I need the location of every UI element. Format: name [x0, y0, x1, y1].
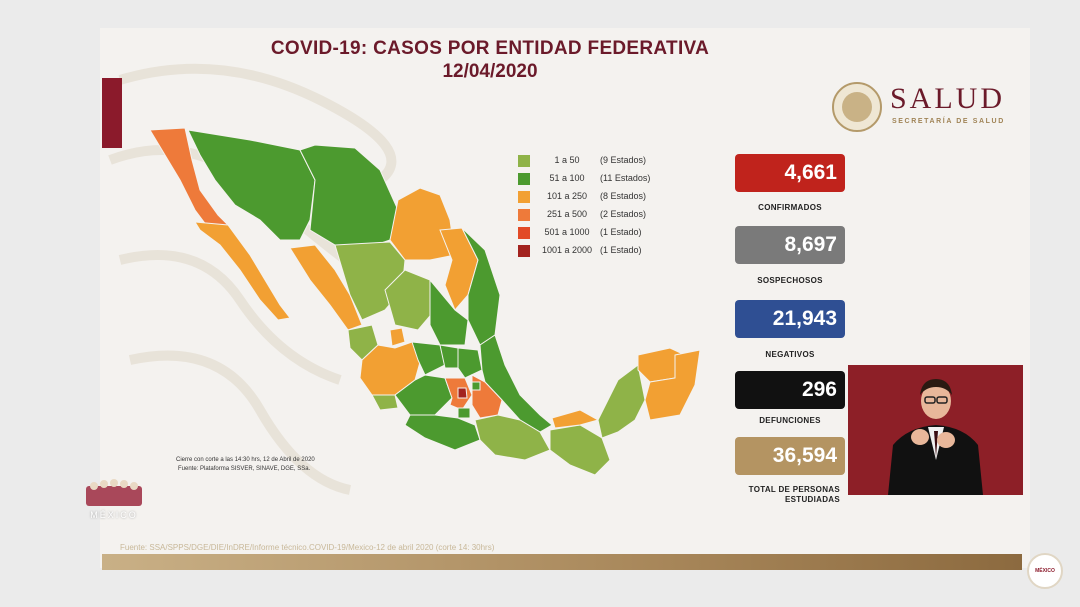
- legend-count: (8 Estados): [600, 191, 647, 201]
- state-chihuahua: [299, 144, 399, 251]
- state-colima: [371, 394, 399, 411]
- legend-swatch: [518, 155, 530, 167]
- bottom-gold-bar: [102, 554, 1022, 570]
- legend-item: 101 a 250 (8 Estados): [518, 190, 678, 204]
- state-campeche: [597, 364, 646, 439]
- mexico-map: [149, 127, 701, 476]
- legend-count: (2 Estados): [600, 209, 647, 219]
- defunciones-label: DEFUNCIONES: [759, 416, 821, 425]
- legend-item: 1001 a 2000 (1 Estado): [518, 244, 678, 258]
- heroes-emblem-icon: [86, 479, 142, 506]
- state-quintana-roo: [644, 349, 701, 421]
- legend-swatch: [518, 245, 530, 257]
- mexico-badge-text: MÉXICO: [1035, 568, 1055, 574]
- legend-range: 501 a 1000: [544, 227, 590, 237]
- negativos-value: 21,943: [735, 300, 845, 338]
- state-sinaloa: [289, 244, 363, 331]
- defunciones-value: 296: [735, 371, 845, 409]
- sospechosos-label: SOSPECHOSOS: [757, 276, 823, 285]
- total-estudiadas-value: 36,594: [735, 437, 845, 475]
- mexico-badge: MÉXICO: [1027, 553, 1063, 589]
- footnote-cutoff: Cierre con corte a las 14:30 hrs, 12 de …: [176, 457, 315, 463]
- source-line: Fuente: SSA/SPPS/DGE/DIE/InDRE/Informe t…: [120, 543, 495, 552]
- government-seal-icon: [832, 82, 882, 132]
- legend-count: (1 Estado): [600, 245, 642, 255]
- state-guanajuato: [411, 341, 446, 376]
- legend-range: 1001 a 2000: [541, 245, 593, 255]
- accent-bar: [102, 78, 122, 148]
- state-chiapas: [549, 424, 611, 476]
- state-san-luis-potosi: [429, 278, 469, 346]
- legend-range: 1 a 50: [554, 155, 580, 165]
- salud-logo-word: SALUD: [890, 82, 1006, 115]
- legend-swatch: [518, 191, 530, 203]
- interpreter-figure: [848, 365, 1023, 495]
- state-tabasco: [551, 409, 600, 429]
- slide-date: 12/04/2020: [442, 61, 538, 82]
- confirmados-label: CONFIRMADOS: [758, 203, 822, 212]
- legend-range: 51 a 100: [549, 173, 585, 183]
- sospechosos-value: 8,697: [735, 226, 845, 264]
- gobierno-mexico-text: MÉXICO: [90, 510, 138, 520]
- legend-item: 1 a 50 (9 Estados): [518, 154, 678, 168]
- state-coahuila: [389, 187, 456, 261]
- legend-count: (11 Estados): [600, 173, 651, 183]
- gobierno-mexico-logo: MÉXICO: [84, 472, 144, 520]
- state-sonora: [187, 129, 316, 241]
- state-baja-california-sur: [194, 221, 291, 321]
- negativos-label: NEGATIVOS: [765, 350, 815, 359]
- legend-swatch: [518, 227, 530, 239]
- legend-swatch: [518, 173, 530, 185]
- state-jalisco: [359, 341, 423, 396]
- state-tlaxcala: [471, 381, 481, 391]
- total-estudiadas-label: TOTAL DE PERSONAS ESTUDIADAS: [748, 485, 840, 504]
- legend-item: 501 a 1000 (1 Estado): [518, 226, 678, 240]
- legend-item: 251 a 500 (2 Estados): [518, 208, 678, 222]
- legend-count: (9 Estados): [600, 155, 647, 165]
- legend-range: 251 a 500: [546, 209, 588, 219]
- legend-count: (1 Estado): [600, 227, 642, 237]
- state-guerrero: [404, 414, 481, 451]
- salud-logo-subtitle: SECRETARÍA DE SALUD: [892, 118, 1005, 125]
- footnote-source: Fuente: Plataforma SISVER, SINAVE, DGE, …: [178, 466, 311, 472]
- state-ciudad-de-mexico: [457, 387, 468, 399]
- state-hidalgo: [457, 347, 483, 379]
- legend-item: 51 a 100 (11 Estados): [518, 172, 678, 186]
- state-aguascalientes: [389, 327, 406, 347]
- salud-logo: SALUD SECRETARÍA DE SALUD: [832, 80, 1032, 136]
- state-veracruz: [479, 334, 553, 433]
- legend-swatch: [518, 209, 530, 221]
- legend-range: 101 a 250: [546, 191, 588, 201]
- confirmados-value: 4,661: [735, 154, 845, 192]
- sign-language-interpreter: [848, 365, 1023, 495]
- state-morelos: [457, 407, 471, 419]
- slide-title: COVID-19: CASOS POR ENTIDAD FEDERATIVA: [270, 38, 710, 59]
